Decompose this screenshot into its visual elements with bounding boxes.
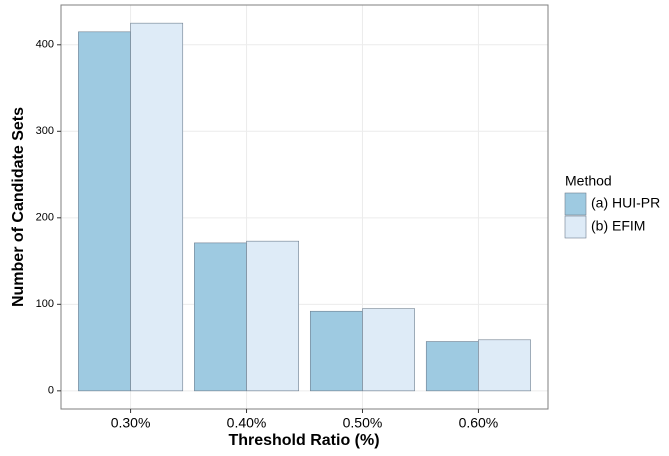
y-tick-label: 100 — [36, 298, 54, 310]
y-tick-label: 200 — [36, 212, 54, 224]
bar — [362, 308, 415, 392]
y-tick-label: 300 — [36, 125, 54, 137]
x-axis-title: Threshold Ratio (%) — [228, 432, 379, 449]
panel-border — [60, 4, 549, 410]
legend-key — [564, 215, 587, 239]
y-tick-label: 0 — [48, 385, 54, 397]
x-tick-label: 0.30% — [111, 415, 151, 431]
bar — [425, 341, 479, 392]
legend-key — [564, 192, 587, 216]
bar — [246, 240, 300, 392]
legend-label: (b) EFIM — [591, 218, 645, 234]
bar — [478, 339, 531, 392]
plot-panel — [61, 5, 548, 409]
x-tick-label: 0.40% — [227, 415, 267, 431]
bar — [309, 310, 363, 392]
y-tick-label: 400 — [36, 39, 54, 51]
y-axis-title: Number of Candidate Sets — [10, 107, 27, 307]
bar — [130, 22, 184, 392]
x-tick-label: 0.50% — [343, 415, 383, 431]
legend-title: Method — [565, 173, 612, 189]
legend-label: (a) HUI-PR — [591, 195, 660, 211]
bar — [194, 242, 247, 392]
bar — [78, 31, 131, 392]
x-tick-label: 0.60% — [459, 415, 499, 431]
